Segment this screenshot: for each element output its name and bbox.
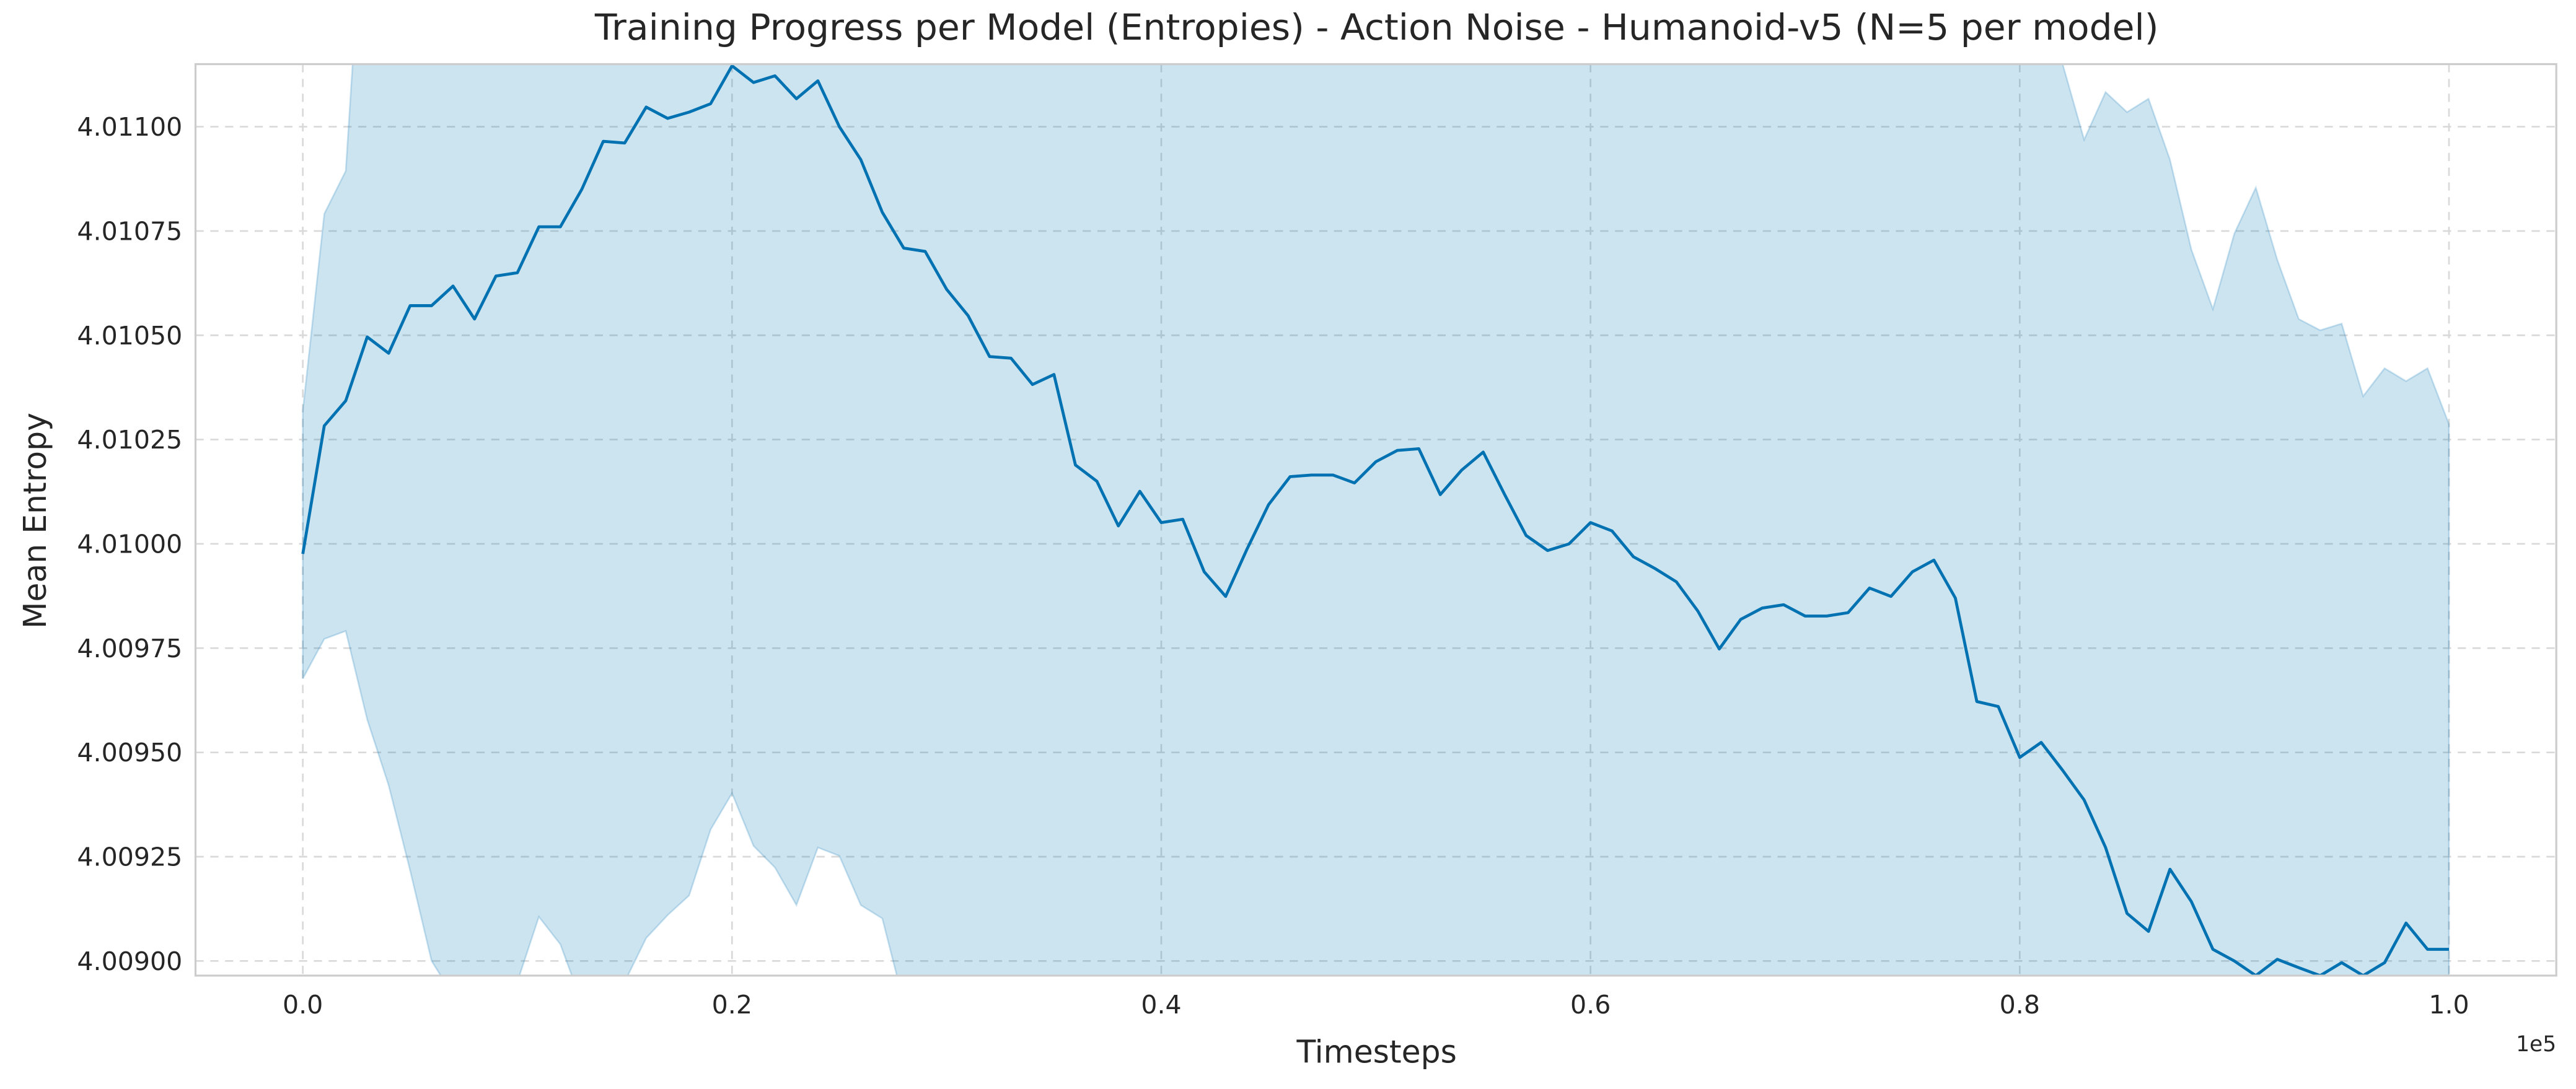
y-tick-label: 4.01050 [77,321,182,351]
x-tick-label: 0.8 [2000,990,2040,1020]
x-tick-label: 1.0 [2429,990,2469,1020]
grid [195,64,2557,976]
y-tick-label: 4.00950 [77,738,182,768]
x-offset-text: 1e5 [2516,1032,2556,1057]
y-tick-label: 4.01075 [77,216,182,246]
axes-frame [194,63,2557,977]
y-tick-label: 4.01000 [77,530,182,559]
y-tick-label: 4.01100 [77,112,182,142]
y-tick-label: 4.00925 [77,842,182,872]
y-tick-label: 4.01025 [77,425,182,455]
y-tick-label: 4.00900 [77,947,182,976]
confidence-band [302,64,2450,976]
x-axis-label: Timesteps [1296,1033,1456,1070]
chart-title: Training Progress per Model (Entropies) … [594,6,2159,48]
x-tick-label: 0.2 [712,990,752,1020]
plot-area [301,64,2450,976]
x-tick-label: 0.6 [1570,990,1611,1020]
x-tick-label: 0.0 [283,990,323,1020]
x-tick-label: 0.4 [1141,990,1181,1020]
mean-line [301,64,2450,976]
y-tick-label: 4.00975 [77,634,182,663]
y-axis-label: Mean Entropy [17,413,53,629]
